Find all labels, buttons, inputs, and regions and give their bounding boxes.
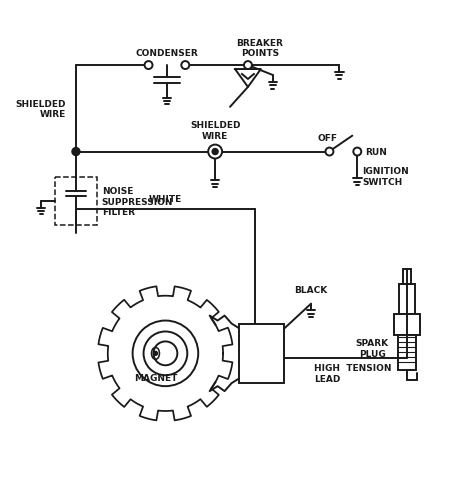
Text: SPARK
PLUG: SPARK PLUG <box>356 339 389 358</box>
Text: COIL: COIL <box>249 348 274 359</box>
Circle shape <box>353 148 361 156</box>
Bar <box>394 314 420 336</box>
Text: RUN: RUN <box>365 148 387 157</box>
Circle shape <box>145 62 153 70</box>
Circle shape <box>154 352 157 356</box>
Circle shape <box>208 145 222 159</box>
Text: SHIELDED
WIRE: SHIELDED WIRE <box>16 100 66 119</box>
Circle shape <box>72 148 80 156</box>
Circle shape <box>182 62 189 70</box>
Text: CONDENSER: CONDENSER <box>136 49 198 58</box>
Bar <box>239 324 284 384</box>
Bar <box>398 336 416 370</box>
Circle shape <box>212 149 218 155</box>
Circle shape <box>326 148 333 156</box>
Text: BREAKER
POINTS: BREAKER POINTS <box>237 39 283 58</box>
Text: WHITE: WHITE <box>149 195 182 204</box>
Text: MAGNET: MAGNET <box>134 373 177 383</box>
Bar <box>55 178 97 225</box>
Text: IGNITION
SWITCH: IGNITION SWITCH <box>362 167 409 186</box>
Text: NOISE
SUPPRESSION
FILTER: NOISE SUPPRESSION FILTER <box>102 187 173 217</box>
Text: BLACK: BLACK <box>294 285 328 294</box>
Text: OFF: OFF <box>318 133 337 142</box>
Circle shape <box>244 62 252 70</box>
Bar <box>399 284 415 314</box>
Text: SHIELDED
WIRE: SHIELDED WIRE <box>190 121 240 141</box>
Text: HIGH  TENSION
LEAD: HIGH TENSION LEAD <box>314 364 392 383</box>
